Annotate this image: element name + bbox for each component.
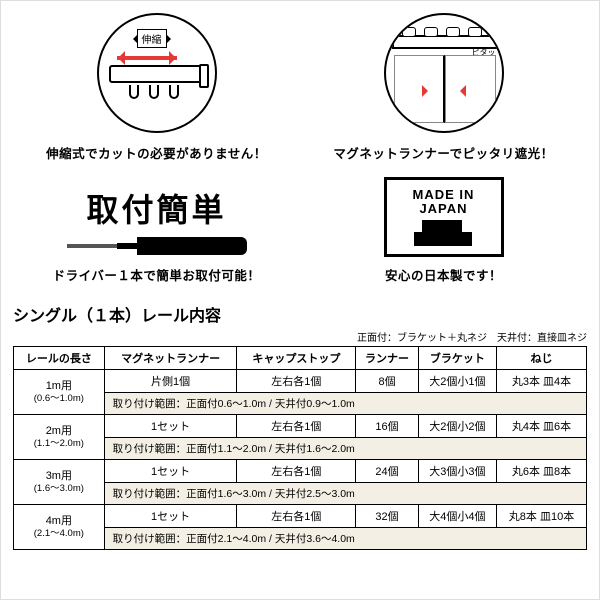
table-row: 3m用(1.6～3.0m)1セット左右各1個24個大3個小3個丸6本 皿8本 [14, 460, 587, 483]
mid-row: 取付簡単 ドライバー１本で簡単お取付可能！ MADE IN JAPAN 安心の日… [13, 177, 587, 284]
table-cell: 丸6本 皿8本 [497, 460, 587, 483]
arrow-right-icon [422, 85, 434, 97]
arrow-left-icon [454, 85, 466, 97]
table-header: レールの長さ [14, 347, 105, 370]
table-cell: 大3個小3個 [418, 460, 496, 483]
table-cell: 左右各1個 [237, 460, 356, 483]
install-title: 取付簡単 [17, 185, 297, 231]
mij-line2: JAPAN [419, 202, 467, 216]
table-cell: 16個 [356, 415, 419, 438]
mount-range-cell: 取り付け範囲：正面付0.6～1.0m / 天井付0.9～1.0m [104, 393, 586, 415]
features-row: 伸縮 伸縮式でカットの必要がありません！ ピタッ マグネットランナーでピッタリ遮… [13, 13, 587, 162]
mij-line1: MADE IN [413, 188, 475, 202]
table-header: キャップストップ [237, 347, 356, 370]
table-cell: 大4個小4個 [418, 505, 496, 528]
table-header: ブラケット [418, 347, 496, 370]
table-cell: 左右各1個 [237, 505, 356, 528]
magnet-icon: ピタッ [384, 13, 504, 133]
feature-extend-caption: 伸縮式でカットの必要がありません！ [17, 143, 297, 162]
table-cell: 24個 [356, 460, 419, 483]
length-cell: 4m用(2.1～4.0m) [14, 505, 105, 550]
table-cell: 大2個小2個 [418, 415, 496, 438]
install-feature: 取付簡単 ドライバー１本で簡単お取付可能！ [17, 185, 297, 284]
spec-table: レールの長さマグネットランナーキャップストップランナーブラケットねじ 1m用(0… [13, 346, 587, 550]
feature-magnet-caption: マグネットランナーでピッタリ遮光！ [304, 143, 584, 162]
table-cell: 32個 [356, 505, 419, 528]
extend-icon: 伸縮 [97, 13, 217, 133]
table-cell: 1セット [104, 460, 237, 483]
table-cell: 丸8本 皿10本 [497, 505, 587, 528]
table-cell: 1セット [104, 505, 237, 528]
japan-shape-icon [414, 220, 474, 246]
length-cell: 3m用(1.6～3.0m) [14, 460, 105, 505]
table-cell: 1セット [104, 415, 237, 438]
mij-caption: 安心の日本製です！ [304, 265, 584, 284]
hooks2-icon [402, 27, 504, 37]
rod-illustration [109, 65, 209, 83]
table-header: ランナー [356, 347, 419, 370]
screwdriver-icon [67, 237, 247, 255]
table-cell: 8個 [356, 370, 419, 393]
table-header: マグネットランナー [104, 347, 237, 370]
mij-feature: MADE IN JAPAN 安心の日本製です！ [304, 177, 584, 284]
table-row: 2m用(1.1～2.0m)1セット左右各1個16個大2個小2個丸4本 皿6本 [14, 415, 587, 438]
length-cell: 1m用(0.6～1.0m) [14, 370, 105, 415]
table-cell: 大2個小1個 [418, 370, 496, 393]
hooks-icon [129, 85, 179, 99]
table-cell: 丸4本 皿6本 [497, 415, 587, 438]
arrow-leftright-icon [117, 53, 177, 63]
table-cell: 左右各1個 [237, 415, 356, 438]
table-row: 4m用(2.1～4.0m)1セット左右各1個32個大4個小4個丸8本 皿10本 [14, 505, 587, 528]
install-caption: ドライバー１本で簡単お取付可能！ [17, 265, 297, 284]
table-note: 正面付：ブラケット＋丸ネジ 天井付：直接皿ネジ [13, 329, 587, 344]
feature-magnet: ピタッ マグネットランナーでピッタリ遮光！ [304, 13, 584, 162]
table-header: ねじ [497, 347, 587, 370]
table-section: シングル（１本）レール内容 正面付：ブラケット＋丸ネジ 天井付：直接皿ネジ レー… [13, 302, 587, 550]
feature-extend: 伸縮 伸縮式でカットの必要がありません！ [17, 13, 297, 162]
length-cell: 2m用(1.1～2.0m) [14, 415, 105, 460]
table-cell: 左右各1個 [237, 370, 356, 393]
curtains-icon [394, 55, 496, 123]
table-cell: 丸3本 皿4本 [497, 370, 587, 393]
mount-range-cell: 取り付け範囲：正面付1.6～3.0m / 天井付2.5～3.0m [104, 483, 586, 505]
shrink-label: 伸縮 [137, 29, 167, 48]
table-title: シングル（１本）レール内容 [13, 302, 587, 326]
table-row: 1m用(0.6～1.0m)片側1個左右各1個8個大2個小1個丸3本 皿4本 [14, 370, 587, 393]
mount-range-cell: 取り付け範囲：正面付1.1～2.0m / 天井付1.6～2.0m [104, 438, 586, 460]
mount-range-cell: 取り付け範囲：正面付2.1～4.0m / 天井付3.6～4.0m [104, 528, 586, 550]
made-in-japan-icon: MADE IN JAPAN [384, 177, 504, 257]
table-cell: 片側1個 [104, 370, 237, 393]
